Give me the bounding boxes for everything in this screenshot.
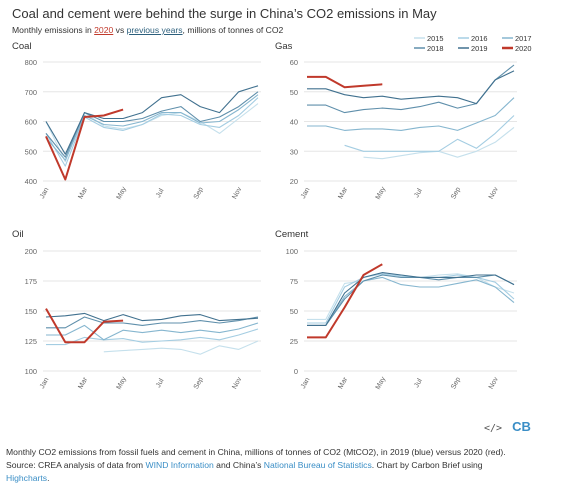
y-tick-label: 175: [25, 277, 37, 286]
panel-title: Gas: [275, 41, 293, 52]
link-highcharts[interactable]: Highcharts: [6, 473, 48, 483]
series-line-2019: [45, 85, 259, 155]
x-tick-label: Mar: [77, 376, 89, 391]
x-tick-label: Sep: [193, 376, 205, 390]
series-line-2020: [45, 308, 124, 344]
y-tick-label: 125: [25, 337, 37, 346]
series-line-2016: [46, 328, 259, 346]
series-line-2020: [45, 108, 124, 181]
footer-description: Monthly CO2 emissions from fossil fuels …: [6, 447, 506, 457]
x-tick-label: Jan: [39, 377, 51, 390]
series-line-2017: [307, 276, 515, 326]
y-tick-label: 700: [25, 88, 37, 97]
x-tick-label: May: [116, 185, 129, 200]
y-tick-label: 50: [290, 88, 298, 97]
y-tick-label: 20: [290, 177, 298, 186]
y-tick-label: 800: [25, 58, 37, 67]
series-line-2020: [307, 75, 383, 89]
legend-item-2015: 2015: [414, 34, 443, 43]
x-tick-label: Mar: [77, 186, 89, 201]
series-line-2017: [46, 322, 259, 341]
y-tick-label: 400: [25, 177, 37, 186]
series-line-2018: [46, 316, 259, 329]
embed-code-icon[interactable]: </>: [484, 423, 503, 434]
chart-panel-coal: Coal 400 500 600 700 800 Jan Mar May Jul Sep Nov: [12, 41, 261, 201]
legend-label: 2015: [427, 34, 443, 43]
series-line-2015: [363, 126, 515, 160]
legend-label: 2017: [515, 34, 531, 43]
legend-label: 2016: [471, 34, 487, 43]
x-tick-label: Nov: [231, 186, 243, 201]
x-tick-label: Nov: [488, 186, 500, 201]
x-tick-label: Nov: [488, 376, 500, 391]
legend-item-2017: 2017: [502, 34, 531, 43]
series-line-2018: [45, 91, 259, 158]
y-tick-label: 60: [290, 58, 298, 67]
series-line-2018: [307, 274, 515, 326]
x-tick-label: May: [116, 375, 129, 390]
legend-label: 2018: [427, 44, 443, 53]
y-tick-label: 600: [25, 118, 37, 127]
chart-subtitle: Monthly emissions in 2020 vs previous ye…: [12, 25, 284, 35]
y-tick-label: 150: [25, 307, 37, 316]
subtitle-prev: previous years: [126, 25, 183, 35]
series-line-2019: [45, 312, 259, 322]
cb-logo-icon: CB: [512, 419, 531, 434]
series-line-2016: [344, 115, 515, 152]
legend-item-2020: 2020: [502, 44, 531, 53]
y-tick-label: 0: [294, 367, 298, 376]
x-tick-label: Mar: [337, 186, 349, 201]
y-tick-label: 200: [25, 247, 37, 256]
chart-title: Coal and cement were behind the surge in…: [12, 6, 437, 21]
legend-label: 2020: [515, 44, 531, 53]
x-tick-label: Jul: [413, 187, 424, 199]
series-line-2017: [307, 97, 515, 131]
panel-title: Oil: [12, 229, 24, 240]
x-tick-label: Jul: [155, 377, 166, 389]
y-tick-label: 30: [290, 147, 298, 156]
link-wind[interactable]: WIND Information: [145, 460, 214, 470]
x-tick-label: Sep: [450, 376, 462, 390]
series-line-2019: [307, 70, 515, 105]
x-tick-label: May: [375, 375, 388, 390]
y-tick-label: 50: [290, 307, 298, 316]
legend-label: 2019: [471, 44, 487, 53]
series-line-2017: [45, 94, 259, 161]
x-tick-label: Jan: [39, 187, 51, 200]
x-tick-label: Nov: [231, 376, 243, 391]
chart-footer: Monthly CO2 emissions from fossil fuels …: [6, 446, 571, 485]
series-line-2020: [307, 263, 383, 339]
y-tick-label: 500: [25, 147, 37, 156]
legend-item-2016: 2016: [458, 34, 487, 43]
chart-panel-oil: Oil 100 125 150 175 200 Jan Mar May Jul Sep Nov: [12, 229, 261, 391]
x-tick-label: Jul: [155, 187, 166, 199]
x-tick-label: Jan: [300, 377, 312, 390]
panel-title: Cement: [275, 229, 309, 240]
subtitle-year: 2020: [94, 25, 114, 35]
y-tick-label: 40: [290, 118, 298, 127]
x-tick-label: Mar: [337, 376, 349, 391]
series-line-2015: [103, 340, 259, 355]
link-nbs[interactable]: National Bureau of Statistics: [263, 460, 372, 470]
x-tick-label: Jul: [413, 377, 424, 389]
y-tick-label: 75: [290, 277, 298, 286]
x-tick-label: Sep: [193, 186, 205, 200]
panel-title: Coal: [12, 41, 32, 52]
chart-panel-cement: Cement 0 25 50 75 100 Jan Mar May Jul Sep Nov: [275, 229, 517, 391]
footer-source: Source: CREA analysis of data from WIND …: [6, 460, 483, 470]
y-tick-label: 100: [286, 247, 298, 256]
x-tick-label: Jan: [300, 187, 312, 200]
y-tick-label: 25: [290, 337, 298, 346]
x-tick-label: Sep: [450, 186, 462, 200]
series-line-2016: [307, 273, 515, 324]
series-line-2018: [307, 64, 515, 114]
carbon-brief-logo[interactable]: </> CB: [484, 419, 531, 434]
x-tick-label: May: [375, 185, 388, 200]
y-tick-label: 100: [25, 367, 37, 376]
series-line-2019: [307, 272, 515, 326]
legend-item-2019: 2019: [458, 44, 487, 53]
legend-item-2018: 2018: [414, 44, 443, 53]
chart-panel-gas: Gas 20 30 40 50 60 Jan Mar May Jul Sep Nov: [275, 41, 517, 201]
